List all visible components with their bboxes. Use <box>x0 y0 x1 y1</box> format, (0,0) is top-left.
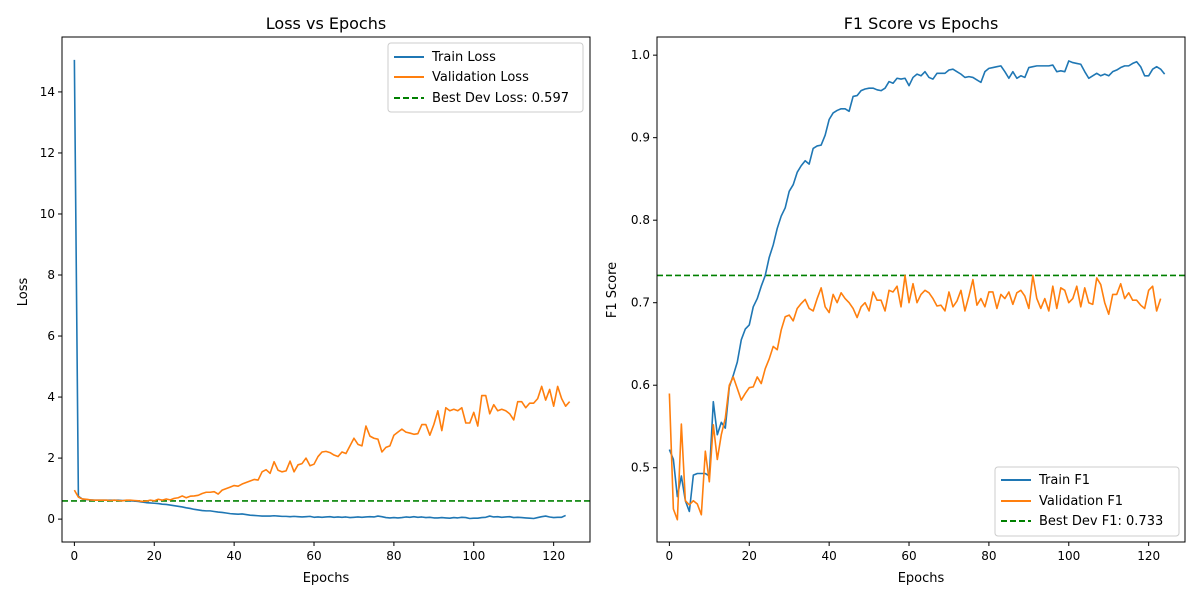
loss-x-tick-label: 40 <box>226 549 241 563</box>
loss-legend-box <box>387 42 584 113</box>
f1-series <box>668 60 1166 521</box>
f1-x-tick-label: 20 <box>742 549 757 563</box>
f1-legend-label-best: Best Dev F1: 0.733 <box>1039 514 1163 529</box>
f1-y-tick-label: 0.5 <box>631 461 650 475</box>
loss-x-tick-label: 20 <box>147 549 162 563</box>
loss-legend-label-val: Validation Loss <box>432 70 529 85</box>
loss-series-line-1 <box>73 385 571 503</box>
f1-plot-frame <box>656 36 1186 543</box>
loss-x-tick-label: 120 <box>542 549 565 563</box>
loss-chart-title: Loss vs Epochs <box>266 14 386 33</box>
loss-y-tick-label: 2 <box>47 451 55 465</box>
f1-y-ticks: 0.5 0.6 0.7 0.8 0.9 1.0 <box>631 48 657 475</box>
loss-y-tick-label: 14 <box>40 85 55 99</box>
loss-x-tick-label: 0 <box>71 549 79 563</box>
loss-y-tick-label: 6 <box>47 329 55 343</box>
loss-legend: Train Loss Validation Loss Best Dev Loss… <box>387 42 584 113</box>
f1-x-tick-label: 80 <box>981 549 996 563</box>
f1-series-line-0 <box>668 60 1166 513</box>
loss-chart: Loss vs Epochs Epochs Loss 0 20 40 60 80 100 1… <box>16 14 591 586</box>
f1-x-tick-label: 40 <box>821 549 836 563</box>
loss-y-ticks: 0 2 4 6 8 10 12 14 <box>40 85 62 526</box>
f1-chart-title: F1 Score vs Epochs <box>844 14 999 33</box>
f1-series-line-1 <box>668 274 1162 521</box>
loss-series-line-0 <box>73 59 566 520</box>
f1-chart: F1 Score vs Epochs Epochs F1 Score 0 20 40… <box>605 14 1186 586</box>
loss-y-tick-label: 8 <box>47 268 55 282</box>
f1-y-tick-label: 0.7 <box>631 296 650 310</box>
f1-x-tick-label: 100 <box>1057 549 1080 563</box>
loss-y-tick-label: 4 <box>47 390 55 404</box>
f1-y-tick-label: 0.9 <box>631 131 650 145</box>
f1-y-tick-label: 1.0 <box>631 48 650 62</box>
f1-x-tick-label: 60 <box>901 549 916 563</box>
loss-x-tick-label: 100 <box>462 549 485 563</box>
loss-series <box>73 59 571 520</box>
f1-legend-box <box>994 466 1180 537</box>
f1-legend: Train F1 Validation F1 Best Dev F1: 0.73… <box>994 466 1180 537</box>
loss-x-ticks: 0 20 40 60 80 100 120 <box>71 542 565 563</box>
loss-y-tick-label: 10 <box>40 207 55 221</box>
loss-legend-label-train: Train Loss <box>431 50 496 65</box>
loss-y-tick-label: 0 <box>47 512 55 526</box>
loss-y-axis-label: Loss <box>16 278 31 307</box>
f1-y-axis-label: F1 Score <box>605 262 620 318</box>
f1-legend-label-train: Train F1 <box>1038 473 1090 488</box>
loss-legend-label-best: Best Dev Loss: 0.597 <box>432 91 569 106</box>
f1-x-tick-label: 0 <box>666 549 674 563</box>
loss-x-axis-label: Epochs <box>303 571 350 586</box>
loss-y-tick-label: 12 <box>40 146 55 160</box>
f1-y-tick-label: 0.6 <box>631 378 650 392</box>
f1-x-axis-label: Epochs <box>898 571 945 586</box>
loss-plot-frame <box>61 36 591 543</box>
f1-legend-label-val: Validation F1 <box>1039 494 1123 509</box>
loss-x-tick-label: 60 <box>306 549 321 563</box>
f1-y-tick-label: 0.8 <box>631 213 650 227</box>
f1-x-tick-label: 120 <box>1137 549 1160 563</box>
f1-x-ticks: 0 20 40 60 80 100 120 <box>666 542 1160 563</box>
loss-x-tick-label: 80 <box>386 549 401 563</box>
